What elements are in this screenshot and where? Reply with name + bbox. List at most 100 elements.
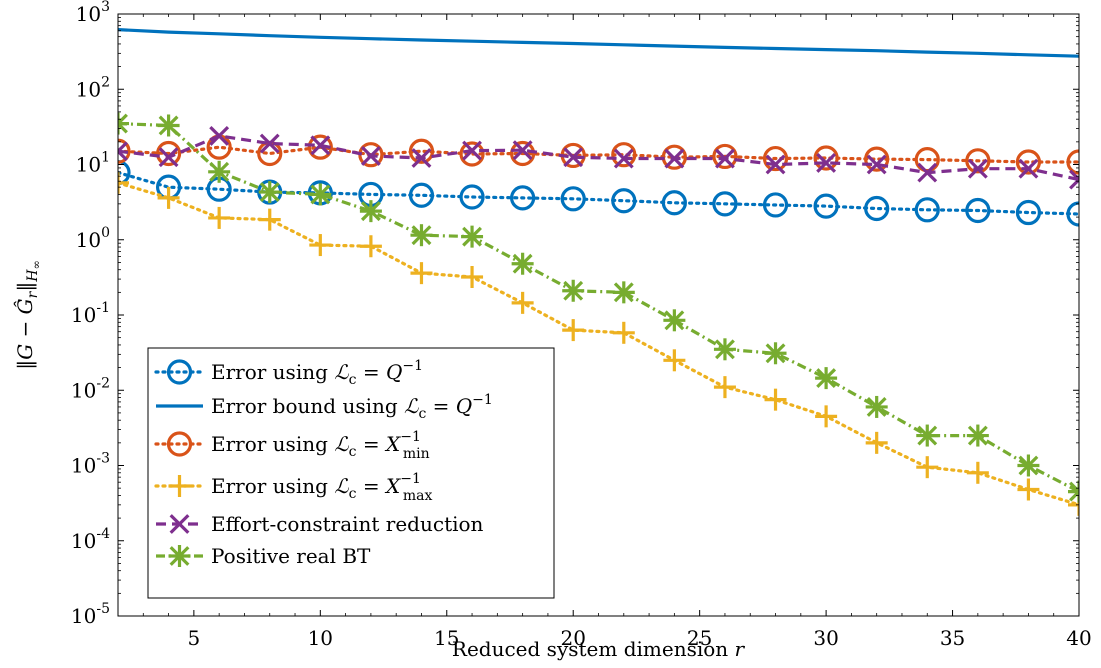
data-point-4-11 [664,148,685,169]
data-point-4-19 [1069,169,1079,190]
data-point-4-2 [209,125,230,146]
data-point-4-1 [158,147,179,168]
legend-marker-3 [168,475,191,497]
data-point-3-4 [309,234,332,257]
y-tick-label-6: 101 [76,150,110,177]
data-point-5-3 [258,181,281,204]
data-point-5-12 [713,338,736,361]
series-1 [118,28,1079,58]
data-point-3-11 [663,349,686,372]
series-3 [118,171,1079,516]
data-point-4-6 [411,148,432,168]
x-tick-label-3: 20 [560,626,585,650]
data-point-5-13 [764,342,787,365]
y-tick-label-4: 10-1 [71,300,110,327]
legend-marker-5 [168,545,191,567]
data-point-3-7 [461,265,484,288]
data-point-2-19 [1066,149,1079,175]
data-point-0-16 [914,197,940,223]
data-point-4-10 [613,148,634,169]
data-point-0-7 [459,184,485,210]
legend-entry-1: Error bound using ℒc = Q−1 [211,392,493,422]
y-tick-label-0: 10-5 [71,601,110,628]
data-point-4-12 [715,148,735,169]
x-tick-label-7: 40 [1066,626,1091,650]
data-point-3-2 [208,206,231,229]
x-tick-label-0: 5 [188,626,201,650]
data-point-3-9 [562,319,585,342]
x-tick-label-1: 10 [308,626,333,650]
data-point-5-5 [359,200,382,223]
data-point-4-7 [462,140,482,161]
data-point-2-14 [813,145,839,171]
data-point-5-15 [865,395,888,418]
data-point-2-1 [155,140,182,167]
data-point-2-7 [459,141,485,167]
data-point-3-18 [1017,478,1040,501]
series-line-5 [118,122,1079,494]
legend-sample-4 [156,514,203,534]
legend-sample-3 [154,475,205,497]
data-point-4-14 [816,152,837,173]
data-point-4-3 [259,133,280,154]
data-point-0-9 [560,186,586,212]
data-point-2-0 [118,138,131,164]
data-point-3-0 [118,171,129,194]
data-point-0-19 [1066,201,1079,227]
legend-sample-2 [154,431,205,457]
data-point-4-15 [866,154,887,175]
data-point-2-15 [864,146,890,172]
data-point-2-13 [762,145,789,172]
x-tick-label-4: 25 [687,626,712,650]
legend-marker-2 [166,431,193,457]
y-tick-label-2: 10-3 [71,451,110,478]
data-point-3-6 [410,262,433,285]
data-point-5-0 [118,112,129,135]
legend-entry-0: Error using ℒc = Q−1 [211,358,423,388]
series-5 [118,112,1079,503]
data-point-5-19 [1068,480,1079,503]
legend-sample-5 [156,545,203,567]
data-point-0-0 [118,160,131,186]
data-point-5-6 [410,224,433,247]
data-point-5-4 [309,183,332,206]
legend: Error using ℒc = Q−1 Error bound using ℒ… [147,347,555,599]
x-tick-label-6: 35 [940,626,965,650]
data-point-3-10 [612,321,635,344]
data-point-5-8 [511,252,534,275]
data-point-3-12 [713,376,736,399]
data-point-0-10 [611,188,637,214]
data-point-5-18 [1017,454,1040,477]
y-tick-label-1: 10-4 [71,526,110,553]
data-point-4-4 [310,135,331,156]
series-4 [118,125,1079,190]
data-point-5-17 [966,424,989,447]
data-point-2-10 [611,142,637,168]
data-point-0-8 [510,185,536,211]
y-tick-label-7: 102 [76,74,110,101]
x-axis-label: Reduced system dimension r [452,637,746,661]
data-point-3-5 [359,235,382,258]
data-point-5-10 [612,281,635,304]
legend-box [147,347,555,599]
y-tick-label-8: 103 [76,0,110,26]
data-point-5-9 [562,279,585,302]
data-point-3-1 [157,186,180,209]
data-point-3-14 [815,405,838,428]
data-point-4-16 [917,162,938,183]
series-2 [118,134,1079,175]
series-line-3 [118,181,1079,507]
data-point-4-13 [765,154,786,175]
data-point-4-0 [118,141,128,162]
data-point-2-18 [1015,149,1042,175]
data-point-0-6 [408,182,435,208]
data-point-0-13 [762,192,789,218]
data-point-2-6 [408,138,435,164]
y-tick-label-5: 100 [76,225,110,252]
series-line-1 [118,28,1079,58]
data-point-0-15 [864,195,890,222]
data-point-5-7 [461,225,484,248]
data-point-3-16 [916,456,939,479]
data-point-0-14 [813,193,839,219]
data-point-4-5 [360,145,381,166]
